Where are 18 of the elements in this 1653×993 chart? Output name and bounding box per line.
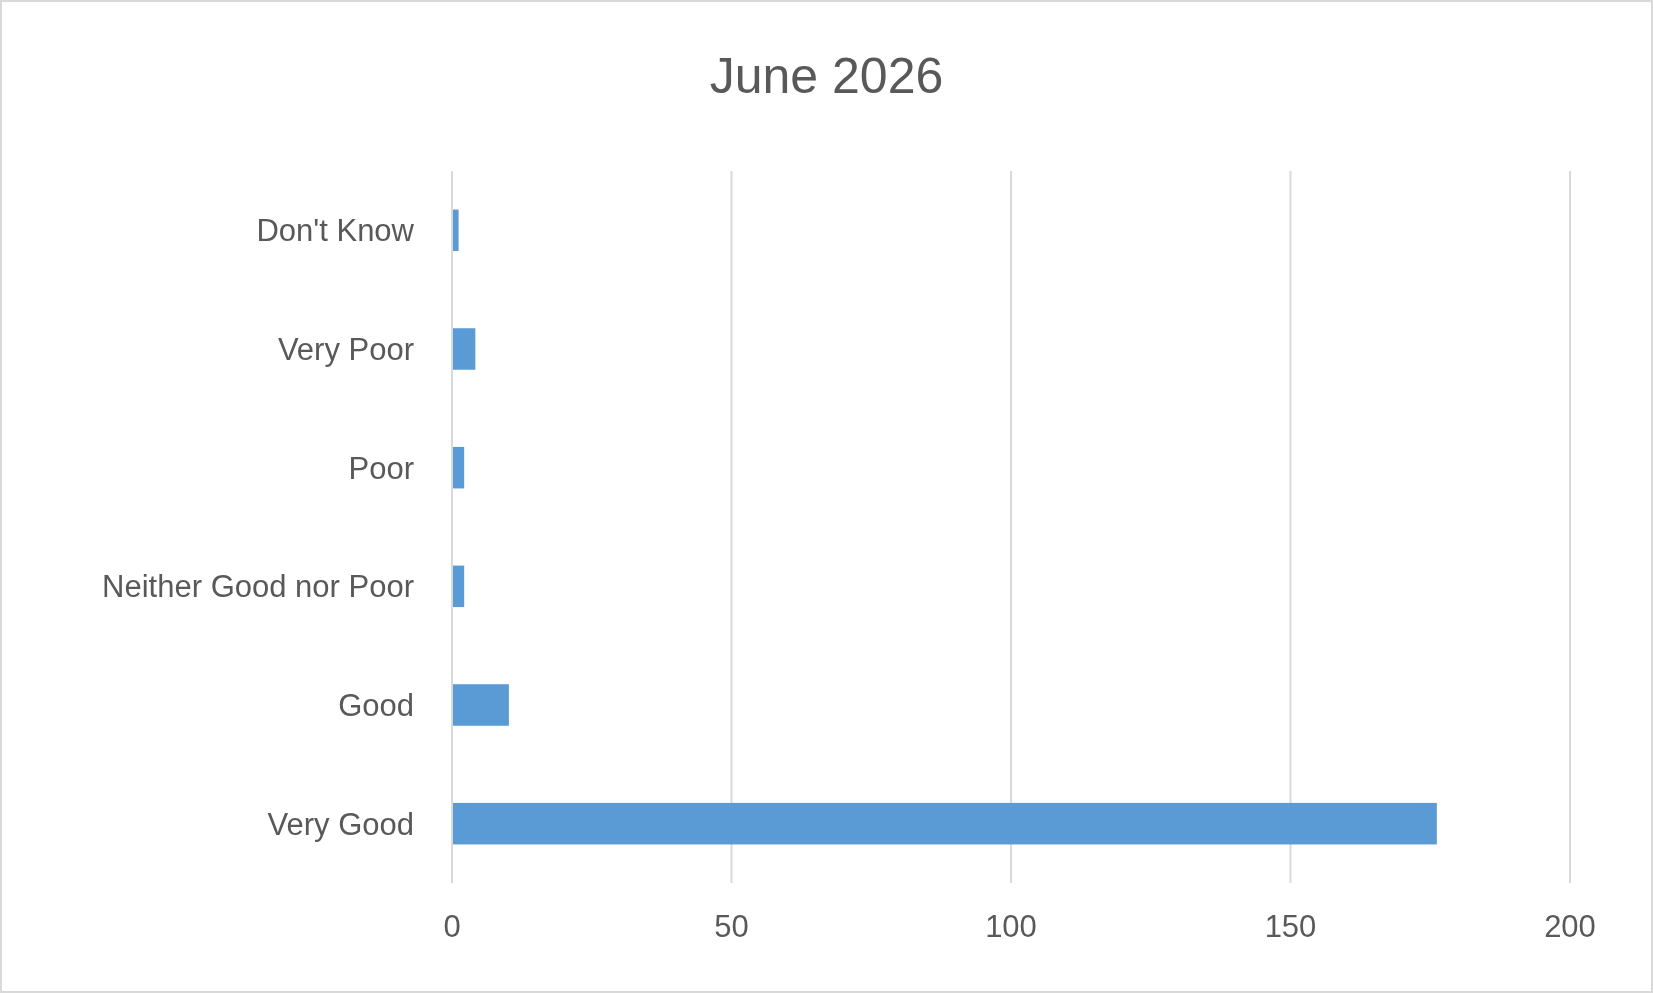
chart-title: June 2026 <box>709 48 944 104</box>
bar <box>453 802 1437 845</box>
x-tick-label: 50 <box>714 909 749 944</box>
y-tick-label: Neither Good nor Poor <box>102 569 414 605</box>
y-tick-label: Good <box>338 687 414 723</box>
y-tick-label: Poor <box>348 450 414 486</box>
x-tick-label: 0 <box>443 909 461 944</box>
y-tick-label: Very Poor <box>277 331 414 367</box>
x-tick-label: 150 <box>1264 909 1317 944</box>
bar <box>453 565 465 608</box>
bar <box>453 209 459 252</box>
bar <box>453 328 476 370</box>
bar <box>453 684 509 726</box>
x-tick-label: 100 <box>985 909 1037 944</box>
x-tick-label: 200 <box>1544 909 1596 944</box>
y-tick-label: Very Good <box>267 806 414 842</box>
bar <box>453 446 465 489</box>
y-tick-label: Don't Know <box>256 213 415 249</box>
